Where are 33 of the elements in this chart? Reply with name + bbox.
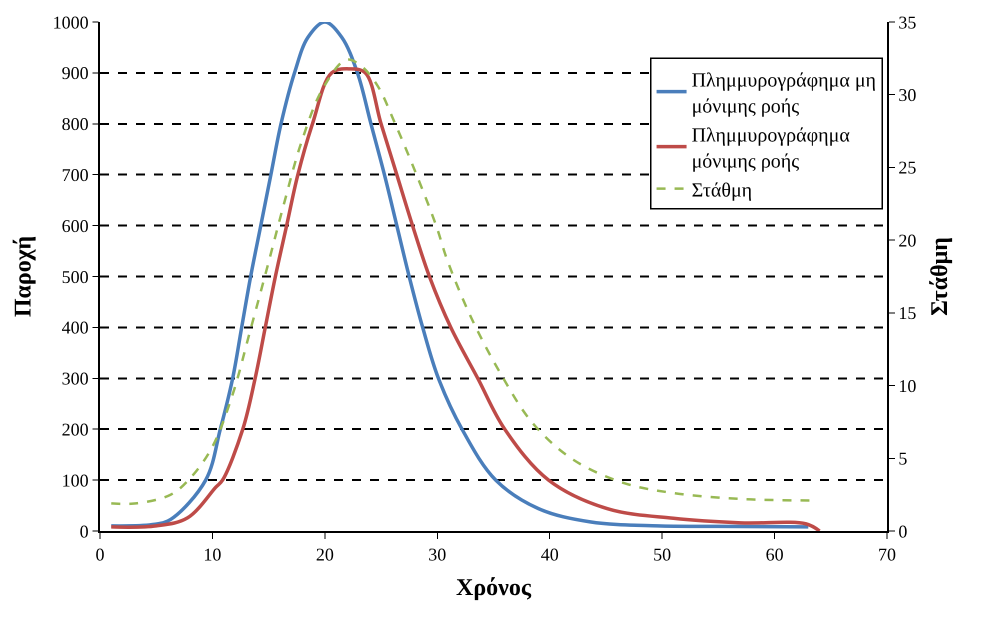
y2-tick-label: 10: [898, 376, 916, 396]
x-tick-label: 50: [653, 544, 672, 564]
x-tick-label: 40: [540, 544, 559, 564]
y-tick-label: 600: [62, 216, 89, 236]
y2-tick-label: 0: [898, 521, 908, 542]
x-tick-label: 20: [316, 544, 334, 564]
y-tick-label: 1000: [52, 12, 89, 32]
x-axis-title: Χρόνος: [456, 575, 532, 602]
y2-tick-label: 20: [898, 230, 916, 250]
y2-tick-label: 15: [898, 303, 916, 324]
y2-tick-label: 5: [898, 448, 908, 469]
y-tick-label: 900: [62, 63, 89, 84]
legend-label: Στάθμη: [692, 179, 752, 202]
legend-label: Πλημμυρογράφημα μη μόνιμης ροής: [692, 69, 876, 118]
y-tick-label: 200: [62, 420, 89, 440]
y-tick-label: 100: [62, 470, 89, 490]
y-tick-label: 0: [80, 521, 89, 542]
y-tick-label: 400: [62, 318, 89, 338]
y2-tick-label: 30: [898, 85, 916, 106]
y-tick-label: 500: [62, 266, 89, 287]
y-axis-title: Παροχή: [10, 236, 36, 318]
legend-label: Πλημμυρογράφημα μόνιμης ροής: [692, 124, 850, 172]
x-tick-label: 10: [203, 544, 222, 564]
x-tick-label: 30: [428, 544, 446, 564]
y2-tick-label: 35: [898, 12, 916, 32]
y2-axis-title: Στάθμη: [927, 237, 954, 316]
x-tick-label: 0: [96, 544, 104, 564]
x-tick-label: 60: [766, 544, 784, 564]
x-tick-label: 70: [878, 544, 896, 564]
y2-tick-label: 25: [898, 158, 916, 178]
y-tick-label: 300: [62, 368, 89, 389]
y-tick-label: 800: [62, 114, 89, 134]
y-tick-label: 700: [62, 165, 89, 185]
